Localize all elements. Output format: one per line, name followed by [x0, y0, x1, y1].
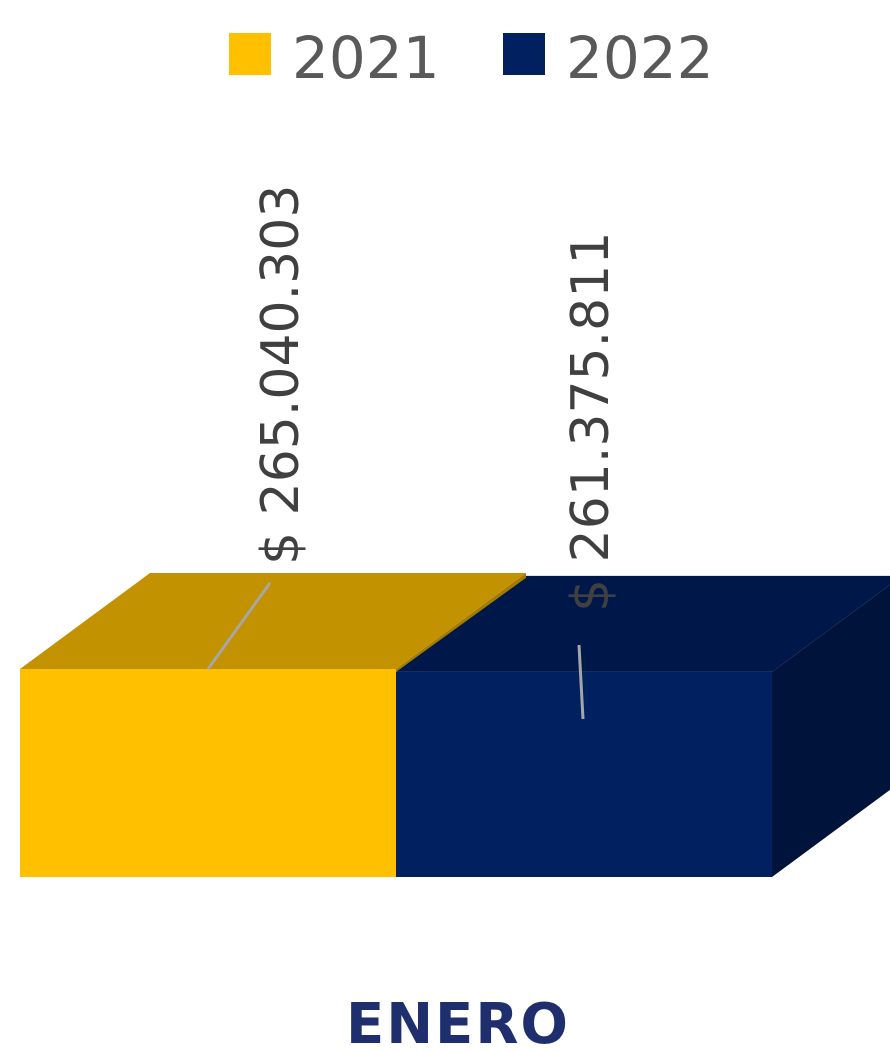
category-label: ENERO [346, 992, 570, 1051]
bar-front-2021 [20, 669, 396, 877]
bar-top-2022 [396, 575, 890, 672]
data-label-2022: $ 261.375.811 [561, 232, 621, 612]
bar-side-2022 [772, 584, 890, 877]
data-label-2021: $ 265.040.303 [251, 185, 311, 565]
category-axis: ENERO [346, 992, 570, 1051]
legend-swatch-2022 [503, 33, 545, 75]
bar-front-2022 [396, 671, 772, 877]
legend-swatch-2021 [229, 33, 271, 75]
legend: 2021 2022 [229, 24, 714, 92]
leader-line-2021 [206, 582, 272, 670]
bar-2022 [396, 575, 890, 877]
bar-2021 [20, 573, 526, 877]
bars [20, 573, 890, 877]
legend-label-2022: 2022 [566, 24, 714, 92]
bar-top-2021 [20, 573, 526, 669]
data-labels: $ 265.040.303 $ 261.375.811 [206, 185, 621, 720]
leader-line-2022 [577, 644, 585, 720]
legend-label-2021: 2021 [292, 24, 440, 92]
bar-side-2021 [396, 573, 526, 672]
